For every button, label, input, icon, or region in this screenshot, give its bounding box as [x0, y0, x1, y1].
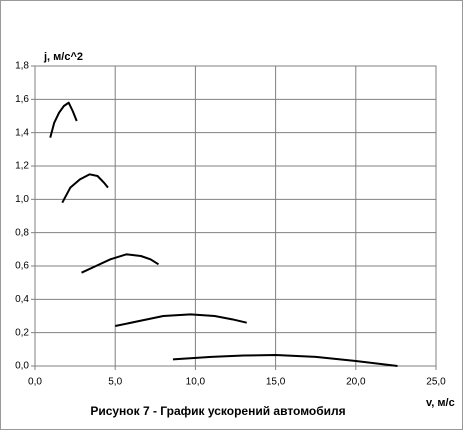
chart-title: Рисунок 7 - График ускорений автомобиля	[90, 404, 345, 418]
x-tick-label: 5,0	[108, 377, 122, 388]
data-line	[61, 173, 109, 204]
y-tick-label: 1,4	[15, 127, 29, 138]
y-tick-label: 0,2	[15, 327, 29, 338]
data-line	[81, 253, 160, 274]
x-axis-label: v, м/с	[426, 397, 455, 409]
y-tick-label: 0,8	[15, 227, 29, 238]
y-axis-label: j, м/с^2	[43, 51, 83, 63]
data-line	[114, 313, 247, 327]
x-tick-label: 10,0	[186, 377, 206, 388]
x-tick-label: 25,0	[426, 377, 446, 388]
y-tick-label: 0,0	[15, 361, 29, 372]
data-line	[49, 101, 78, 138]
x-tick-label: 0,0	[28, 377, 42, 388]
y-tick-label: 0,6	[15, 261, 29, 272]
y-tick-label: 1,8	[15, 61, 29, 72]
y-tick-label: 0,4	[15, 294, 29, 305]
x-tick-label: 20,0	[346, 377, 366, 388]
plot-area	[34, 65, 437, 367]
y-tick-label: 1,6	[15, 94, 29, 105]
x-tick-label: 15,0	[266, 377, 286, 388]
y-tick-label: 1,0	[15, 194, 29, 205]
data-line	[172, 354, 398, 367]
y-tick-label: 1,2	[15, 161, 29, 172]
